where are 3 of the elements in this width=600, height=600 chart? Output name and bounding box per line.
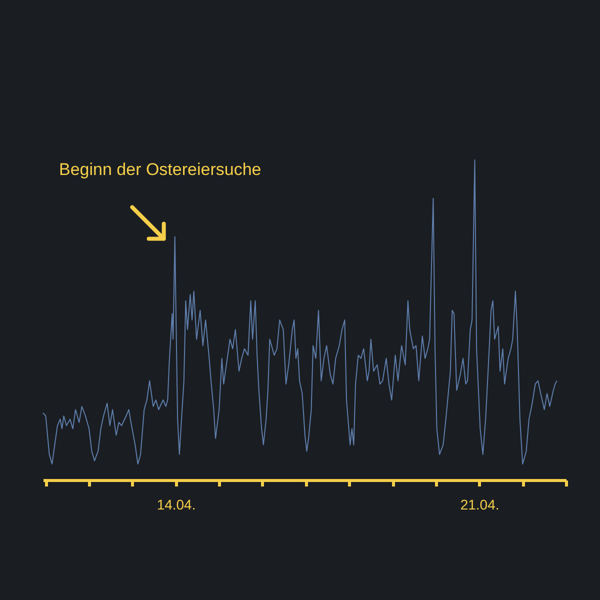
x-tick-label: 21.04.: [460, 496, 500, 512]
x-tick-label: 14.04.: [156, 496, 196, 512]
annotation: Beginn der Ostereiersuche: [59, 160, 262, 179]
